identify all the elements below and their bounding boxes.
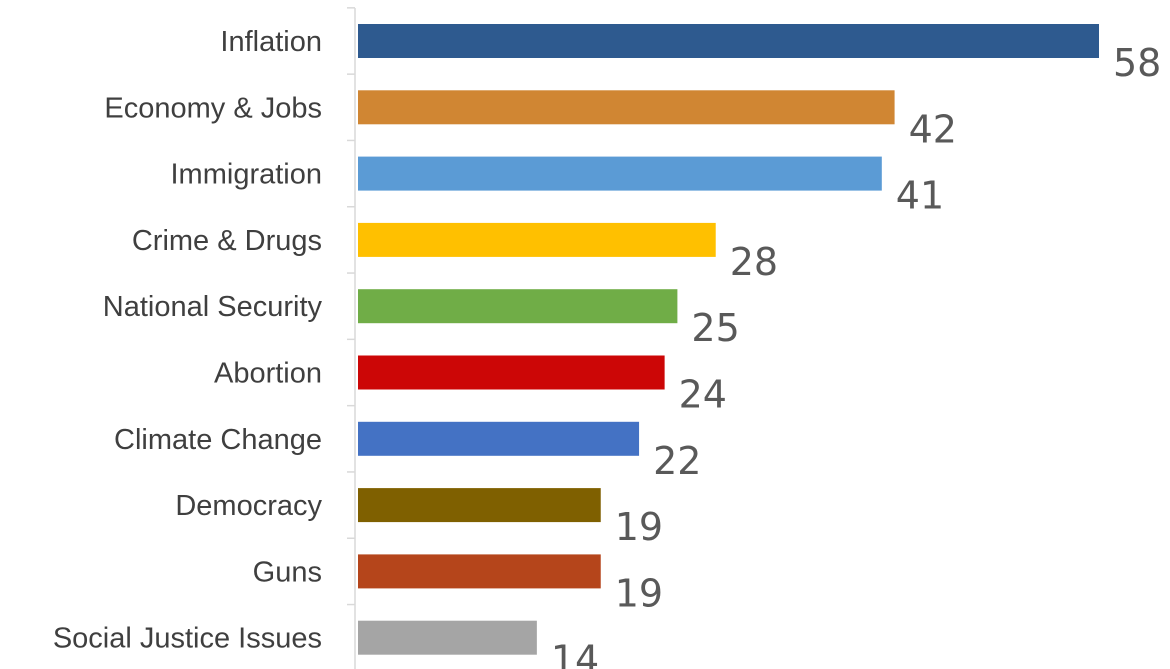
data-label: 22	[653, 439, 701, 483]
data-label: 19	[615, 571, 663, 615]
bar	[358, 24, 1099, 58]
value-labels: 58 42 41 28 25 24 22 19 19 14	[551, 41, 1161, 669]
category-label: Democracy	[175, 490, 322, 522]
data-label: 19	[615, 505, 663, 549]
category-label: Economy & Jobs	[104, 92, 322, 124]
category-label: Social Justice Issues	[53, 623, 322, 655]
data-label: 42	[909, 107, 957, 151]
category-label: Immigration	[171, 159, 323, 191]
category-label: Inflation	[220, 26, 322, 58]
bar	[358, 156, 882, 191]
category-labels: Inflation Economy & Jobs Immigration Crime …	[53, 26, 323, 655]
data-label: 41	[896, 174, 944, 218]
bar	[358, 620, 537, 655]
bar	[358, 554, 601, 589]
data-label: 24	[679, 373, 727, 417]
data-label: 58	[1113, 41, 1161, 85]
bar	[358, 355, 665, 390]
data-label: 14	[551, 638, 599, 669]
bar	[358, 421, 640, 456]
bars-layer	[358, 24, 1099, 655]
bar	[358, 488, 601, 523]
category-label: Abortion	[214, 358, 322, 390]
category-label: Guns	[253, 556, 322, 588]
bar	[358, 222, 716, 257]
bar	[358, 289, 678, 324]
bar	[358, 90, 895, 125]
data-label: 25	[691, 306, 739, 350]
axis-layer	[347, 7, 356, 669]
category-label: Climate Change	[114, 424, 322, 456]
category-label: Crime & Drugs	[132, 225, 322, 257]
category-label: National Security	[103, 291, 323, 323]
data-label: 28	[730, 240, 778, 284]
